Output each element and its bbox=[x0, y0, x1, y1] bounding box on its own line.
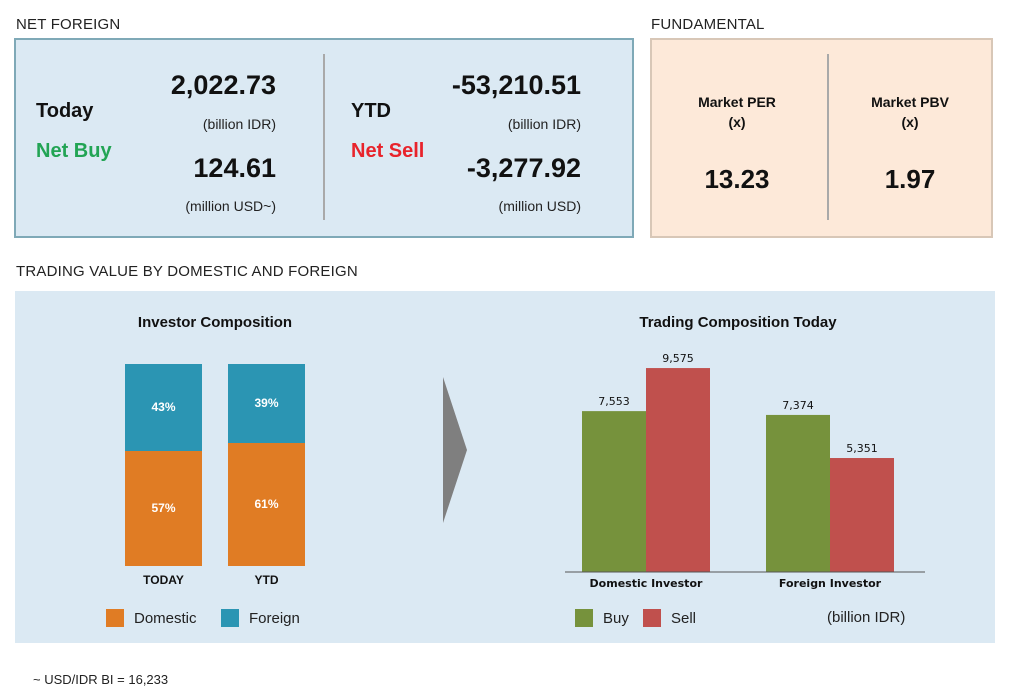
fx-footnote: ~ USD/IDR BI = 16,233 bbox=[33, 672, 169, 687]
trading-composition-chart: 7,553 9,575 Domestic Investor 7,374 5,351 For… bbox=[565, 352, 925, 590]
today-value-usd: 124.61 bbox=[193, 153, 276, 183]
bar-buy-0 bbox=[582, 411, 646, 572]
ytd-unit-idr: (billion IDR) bbox=[507, 116, 581, 132]
category-today: TODAY bbox=[143, 573, 184, 587]
bar-sell-1 bbox=[830, 458, 894, 572]
category-ytd: YTD bbox=[254, 573, 279, 587]
investor-composition-title: Investor Composition bbox=[137, 314, 293, 331]
trading-composition-title: Trading Composition Today bbox=[639, 314, 837, 331]
bar-label-buy-0: 7,553 bbox=[598, 395, 630, 408]
per-value: 13.23 bbox=[704, 164, 770, 194]
today-unit-idr: (billion IDR) bbox=[202, 116, 276, 132]
legend-sell-swatch bbox=[643, 609, 661, 627]
trading-value-heading: TRADING VALUE BY DOMESTIC AND FOREIGN bbox=[16, 263, 358, 280]
net-foreign-heading: NET FOREIGN bbox=[16, 16, 121, 33]
today-value-idr: 2,022.73 bbox=[170, 70, 276, 100]
per-label: Market PER bbox=[698, 94, 776, 110]
bar-sell-0 bbox=[646, 368, 710, 572]
ytd-value-usd: -3,277.92 bbox=[466, 153, 581, 183]
legend-domestic-swatch bbox=[106, 609, 124, 627]
legend-sell: Sell bbox=[643, 609, 696, 627]
fundamental-panel: Market PER (x) 13.23 Market PBV (x) 1.97 bbox=[650, 38, 993, 238]
pbv-value: 1.97 bbox=[884, 164, 936, 194]
legend-domestic: Domestic bbox=[106, 609, 197, 627]
bar-label-sell-0: 9,575 bbox=[662, 352, 694, 365]
ytd-label: YTD bbox=[351, 100, 391, 122]
arrow-right-icon bbox=[443, 377, 467, 523]
per-unit: (x) bbox=[728, 114, 746, 130]
bar-label-buy-1: 7,374 bbox=[782, 399, 814, 412]
legend-foreign: Foreign bbox=[221, 609, 300, 627]
fundamental-heading: FUNDAMENTAL bbox=[651, 16, 765, 33]
trading-value-panel: Investor Composition Trading Composition… bbox=[15, 291, 995, 643]
legend-buy-swatch bbox=[575, 609, 593, 627]
legend-sell-label: Sell bbox=[671, 609, 697, 627]
seg-ytd-foreign: 39% bbox=[228, 364, 305, 443]
seg-today-foreign: 43% bbox=[125, 364, 202, 451]
unit-note: (billion IDR) bbox=[827, 609, 906, 626]
legend-foreign-label: Foreign bbox=[249, 609, 300, 627]
bar-label-sell-1: 5,351 bbox=[846, 442, 878, 455]
category-label-1: Foreign Investor bbox=[779, 577, 882, 590]
today-status: Net Buy bbox=[36, 140, 112, 162]
legend-buy: Buy bbox=[575, 609, 629, 627]
ytd-value-idr: -53,210.51 bbox=[451, 70, 581, 100]
today-unit-usd: (million USD~) bbox=[185, 198, 276, 214]
ytd-unit-usd: (million USD) bbox=[498, 198, 581, 214]
net-foreign-panel: Today Net Buy 2,022.73 (billion IDR) 124… bbox=[14, 38, 634, 238]
ytd-status: Net Sell bbox=[351, 140, 425, 162]
category-label-0: Domestic Investor bbox=[590, 577, 703, 590]
bar-buy-1 bbox=[766, 414, 830, 572]
legend-domestic-label: Domestic bbox=[134, 609, 197, 627]
pbv-unit: (x) bbox=[901, 114, 919, 130]
today-label: Today bbox=[36, 100, 94, 122]
net-foreign-divider bbox=[323, 54, 325, 220]
seg-ytd-domestic: 61% bbox=[228, 442, 305, 566]
pbv-label: Market PBV bbox=[871, 94, 949, 110]
seg-today-domestic: 57% bbox=[125, 450, 202, 566]
legend-buy-label: Buy bbox=[603, 609, 629, 627]
fundamental-divider bbox=[827, 54, 829, 220]
legend-foreign-swatch bbox=[221, 609, 239, 627]
